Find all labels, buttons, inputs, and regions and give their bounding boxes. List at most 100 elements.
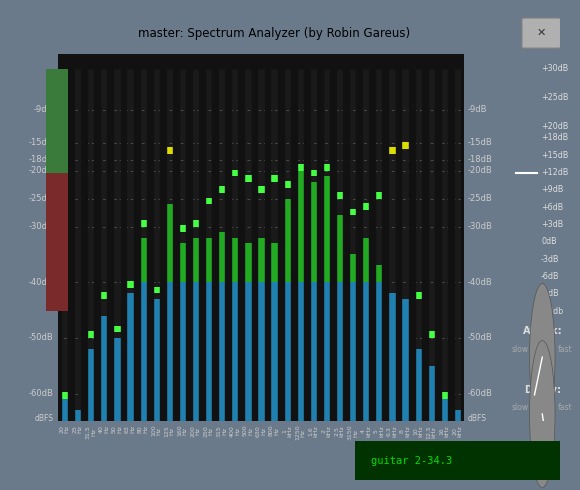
- Bar: [323, 229, 330, 232]
- Bar: [336, 235, 343, 238]
- FancyBboxPatch shape: [237, 49, 258, 70]
- Bar: [284, 241, 291, 243]
- Bar: [362, 254, 369, 257]
- Bar: [147, 54, 150, 421]
- Bar: [317, 54, 320, 421]
- Text: 5
kHz: 5 kHz: [374, 425, 384, 437]
- Bar: [107, 54, 110, 421]
- Bar: [323, 198, 330, 201]
- Bar: [284, 254, 291, 257]
- Bar: [58, 54, 61, 421]
- Bar: [258, 238, 264, 241]
- Bar: [336, 266, 343, 268]
- Bar: [163, 54, 166, 421]
- Bar: [310, 198, 317, 201]
- Bar: [359, 54, 362, 421]
- Bar: [192, 243, 199, 246]
- Bar: [270, 251, 278, 254]
- Bar: [205, 282, 212, 421]
- Bar: [349, 268, 356, 271]
- Bar: [176, 54, 179, 421]
- Bar: [349, 263, 356, 266]
- Bar: [278, 54, 281, 421]
- FancyBboxPatch shape: [107, 49, 128, 70]
- Bar: [270, 277, 278, 279]
- Bar: [284, 251, 291, 254]
- Bar: [166, 279, 173, 282]
- Bar: [336, 192, 343, 198]
- Bar: [258, 186, 264, 193]
- Bar: [160, 54, 163, 421]
- Bar: [323, 221, 330, 224]
- FancyBboxPatch shape: [522, 18, 561, 48]
- Bar: [166, 249, 173, 251]
- Bar: [291, 54, 293, 421]
- Bar: [297, 257, 304, 260]
- Bar: [270, 271, 278, 274]
- Bar: [297, 176, 304, 179]
- FancyBboxPatch shape: [211, 49, 232, 70]
- Bar: [281, 54, 284, 421]
- Bar: [297, 210, 304, 213]
- Bar: [284, 263, 291, 266]
- Bar: [231, 170, 238, 176]
- Text: 4
kHz: 4 kHz: [361, 425, 371, 437]
- Bar: [323, 282, 330, 421]
- Text: -15dB: -15dB: [28, 139, 53, 147]
- Bar: [323, 235, 330, 238]
- Bar: [297, 277, 304, 279]
- Bar: [140, 243, 147, 246]
- Text: +15dB: +15dB: [541, 151, 568, 160]
- Bar: [192, 282, 199, 421]
- FancyBboxPatch shape: [408, 49, 429, 70]
- Bar: [218, 277, 225, 279]
- Bar: [336, 260, 343, 263]
- Bar: [284, 277, 291, 279]
- Bar: [333, 54, 336, 421]
- Bar: [231, 282, 238, 421]
- Bar: [258, 277, 264, 279]
- Text: 31.5
Hz: 31.5 Hz: [85, 425, 96, 439]
- Bar: [192, 257, 199, 260]
- Bar: [231, 243, 238, 246]
- Bar: [297, 271, 304, 274]
- FancyBboxPatch shape: [382, 49, 403, 70]
- Bar: [323, 268, 330, 271]
- Bar: [375, 266, 382, 268]
- Bar: [297, 232, 304, 235]
- Bar: [244, 251, 252, 254]
- Bar: [323, 179, 330, 182]
- Bar: [297, 204, 304, 207]
- Bar: [244, 263, 252, 266]
- Bar: [310, 221, 317, 224]
- Bar: [166, 210, 173, 213]
- Bar: [218, 266, 225, 268]
- Text: slow: slow: [512, 403, 528, 412]
- Bar: [336, 226, 343, 229]
- Bar: [323, 251, 330, 254]
- Bar: [225, 54, 229, 421]
- Bar: [297, 164, 304, 171]
- Text: -20dB: -20dB: [467, 166, 492, 175]
- Bar: [349, 254, 356, 257]
- Text: 0dB: 0dB: [541, 237, 557, 246]
- Bar: [140, 254, 147, 257]
- Bar: [218, 238, 225, 241]
- Bar: [310, 218, 317, 221]
- Bar: [323, 226, 330, 229]
- Bar: [244, 279, 252, 282]
- Bar: [284, 282, 291, 421]
- Bar: [270, 246, 278, 249]
- Bar: [323, 196, 330, 198]
- Bar: [284, 213, 291, 216]
- Bar: [166, 238, 173, 241]
- Bar: [362, 203, 369, 210]
- Bar: [179, 268, 186, 271]
- Bar: [297, 185, 304, 188]
- Bar: [173, 54, 176, 421]
- Bar: [244, 257, 252, 260]
- Bar: [310, 235, 317, 238]
- Text: 20
Hz: 20 Hz: [59, 425, 70, 433]
- Bar: [166, 229, 173, 232]
- Bar: [100, 292, 107, 299]
